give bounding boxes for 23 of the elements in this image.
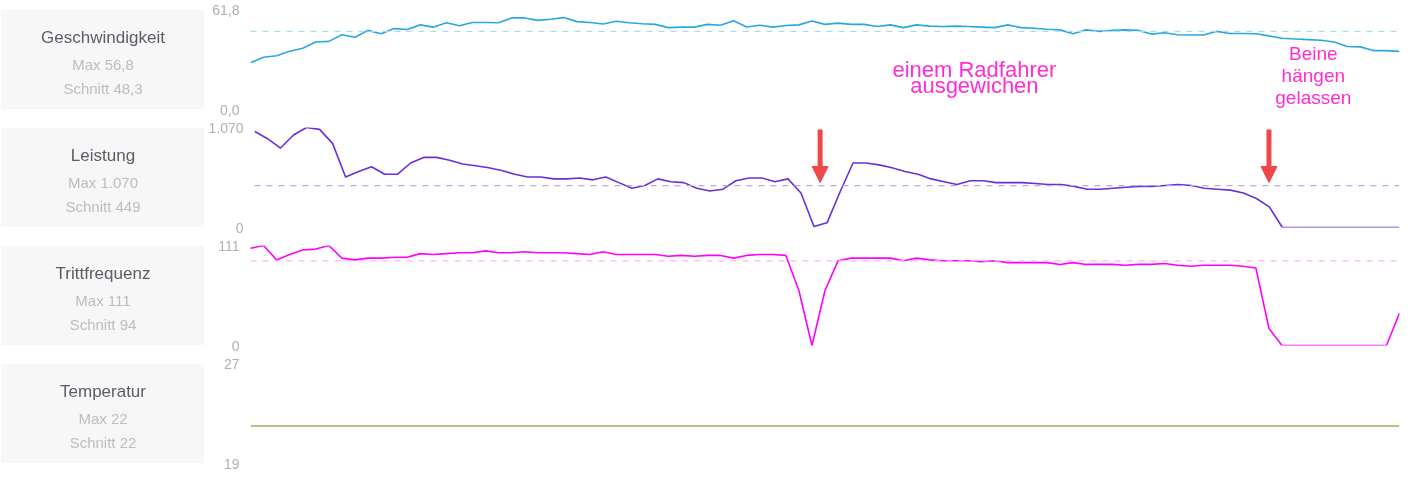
y-tick-label: 1.070 bbox=[208, 119, 244, 136]
text: Schnitt 22 bbox=[69, 434, 137, 451]
text: Max 22 bbox=[78, 410, 128, 427]
text: Geschwindigkeit bbox=[41, 28, 166, 47]
text: Schnitt 48,3 bbox=[63, 80, 143, 97]
y-tick-label: 61,8 bbox=[212, 1, 240, 18]
text: Max 111 bbox=[75, 292, 131, 309]
text: Schnitt 449 bbox=[65, 198, 141, 215]
y-tick-label: 0 bbox=[231, 337, 240, 354]
y-tick-label: 19 bbox=[223, 455, 240, 472]
annotation: einem Radfahrer ausgewichen bbox=[892, 57, 1057, 98]
text: Schnitt 94 bbox=[69, 316, 137, 333]
annotation: Beine hängen gelassen bbox=[1275, 43, 1352, 108]
text: Max 56,8 bbox=[72, 56, 134, 73]
y-tick-label: 0,0 bbox=[220, 101, 240, 118]
y-tick-label: 111 bbox=[218, 237, 240, 254]
y-tick-label: 27 bbox=[223, 355, 240, 372]
line-series bbox=[250, 245, 1400, 346]
text: Leistung bbox=[70, 146, 136, 165]
y-tick-label: 0 bbox=[235, 219, 244, 236]
text: Trittfrequenz bbox=[55, 264, 151, 283]
text: Max 1.070 bbox=[67, 174, 139, 191]
text: Temperatur bbox=[60, 382, 147, 401]
